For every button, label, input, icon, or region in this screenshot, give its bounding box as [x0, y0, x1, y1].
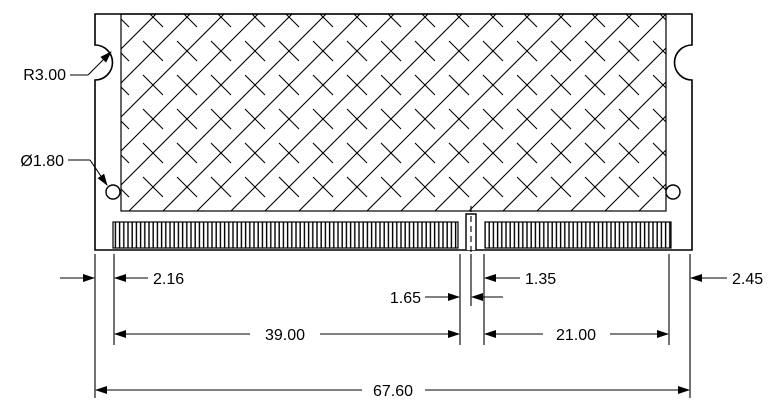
right-mounting-hole — [665, 184, 681, 200]
right-edge-offset-label: 2.45 — [732, 271, 763, 288]
dimension-lines — [60, 51, 727, 398]
left-pin-span-label: 39.00 — [265, 327, 305, 344]
key-notch-offset-label: 1.35 — [525, 271, 556, 288]
key-notch-width-label: 1.65 — [390, 290, 421, 307]
right-pin-span-label: 21.00 — [556, 327, 596, 344]
notch-radius-label: R3.00 — [23, 67, 66, 84]
module-body — [94, 13, 693, 258]
right-pin-row — [484, 221, 672, 249]
hatched-chip-area — [120, 13, 667, 212]
hole-diameter-label: Ø1.80 — [20, 153, 64, 170]
left-pin-row — [112, 221, 459, 249]
dimension-labels: R3.00 Ø1.80 2.16 1.35 2.45 1.65 39.00 21… — [20, 67, 763, 400]
overall-width-label: 67.60 — [373, 383, 413, 400]
left-mounting-hole — [105, 184, 121, 200]
left-edge-offset-label: 2.16 — [153, 271, 184, 288]
